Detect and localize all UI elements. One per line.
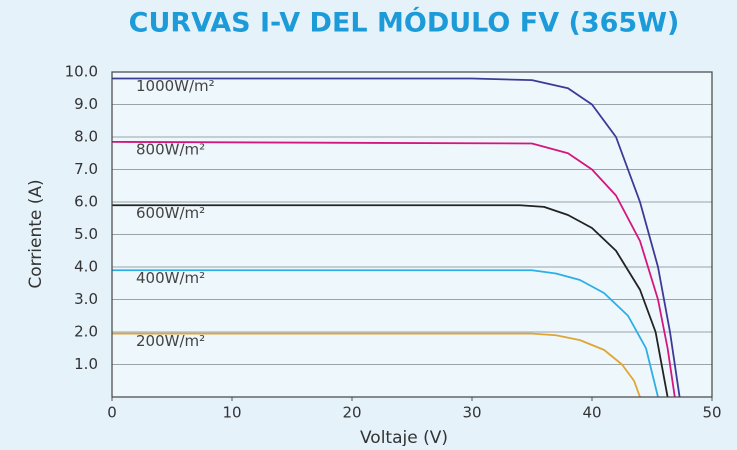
chart-title: CURVAS I-V DEL MÓDULO FV (365W) [129, 7, 680, 39]
plot-border [111, 71, 713, 398]
x-tick-label: 40 [582, 404, 601, 422]
x-tick-label: 30 [462, 404, 481, 422]
y-tick-label: 9.0 [74, 95, 98, 113]
y-tick-label: 3.0 [74, 290, 98, 308]
series-label: 400W/m² [136, 269, 205, 287]
x-axis-label: Voltaje (V) [360, 428, 448, 446]
x-tick-label: 10 [222, 404, 241, 422]
series-label: 800W/m² [136, 140, 205, 158]
y-tick-label: 5.0 [74, 225, 98, 243]
series-line [112, 269, 659, 397]
x-tick-label: 50 [702, 404, 721, 422]
y-axis-label: Corriente (A) [26, 179, 46, 288]
x-tick-label: 20 [342, 404, 361, 422]
series-label: 200W/m² [136, 332, 205, 350]
series-line [112, 204, 669, 397]
series-line [112, 332, 641, 397]
y-tick-label: 7.0 [74, 160, 98, 178]
series-line [112, 140, 676, 397]
series-label: 1000W/m² [136, 77, 215, 95]
x-tick-label: 0 [107, 404, 117, 422]
y-tick-label: 1.0 [74, 355, 98, 373]
y-tick-label: 6.0 [74, 193, 98, 211]
y-tick-label: 10.0 [65, 63, 98, 81]
series-line [112, 77, 681, 397]
y-tick-label: 4.0 [74, 258, 98, 276]
y-tick-label: 2.0 [74, 323, 98, 341]
series-label: 600W/m² [136, 204, 205, 222]
y-tick-label: 8.0 [74, 128, 98, 146]
